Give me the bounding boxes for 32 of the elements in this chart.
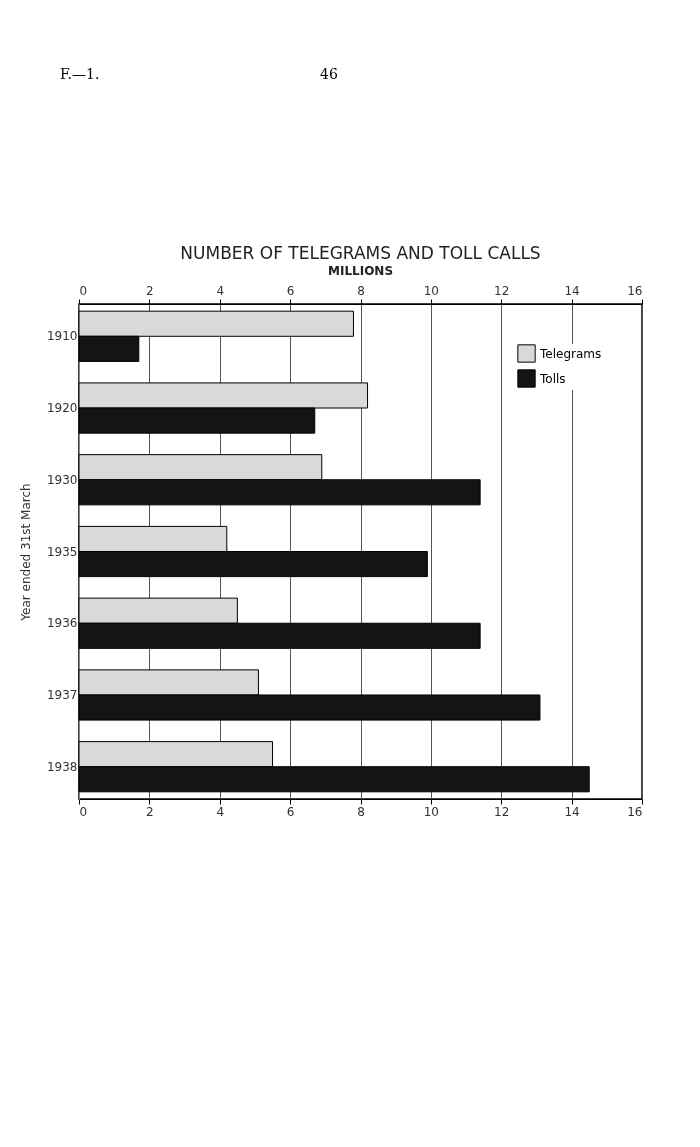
x2-tick-label: 6: [286, 283, 295, 298]
text: F.—1.: [60, 66, 100, 82]
x2-tick-label: 8: [357, 283, 365, 298]
text: 46: [320, 66, 338, 82]
y-tick-label: 1937: [46, 687, 78, 702]
x2-tick-label: 10: [423, 283, 440, 298]
x-tick-label: 12: [494, 804, 510, 819]
y-axis-title: Year ended 31st March: [18, 483, 33, 622]
y-tick-label: 1936: [46, 616, 78, 631]
legend-label: Tolls: [539, 371, 566, 386]
y-tick-label: 1920: [46, 401, 78, 416]
x-tick-label: 14: [564, 804, 580, 819]
x2-tick-label: 12: [494, 283, 510, 298]
x2-tick-label: 16: [627, 283, 643, 298]
x-tick-label: 10: [423, 804, 440, 819]
x2-tick-label: 2: [146, 283, 154, 298]
x-tick-label: 8: [357, 804, 365, 819]
x-tick-label: 2: [146, 804, 154, 819]
x2-tick-label: 14: [564, 283, 580, 298]
y-tick-label: 1910: [46, 329, 78, 344]
chart-title: NUMBER OF TELEGRAMS AND TOLL CALLS: [180, 243, 541, 263]
y-tick-label: 1938: [46, 759, 78, 774]
x-tick-label: 4: [216, 804, 225, 819]
y-tick-label: 1935: [46, 544, 78, 559]
chart-subtitle: MILLIONS: [327, 264, 394, 278]
x2-tick-label: 4: [216, 283, 225, 298]
x-tick-label: 0: [79, 804, 88, 819]
y-tick-label: 1930: [46, 472, 78, 487]
x-tick-label: 6: [286, 804, 295, 819]
x-tick-label: 16: [627, 804, 643, 819]
x2-tick-label: 0: [79, 283, 88, 298]
legend-label: Telegrams: [539, 346, 602, 361]
